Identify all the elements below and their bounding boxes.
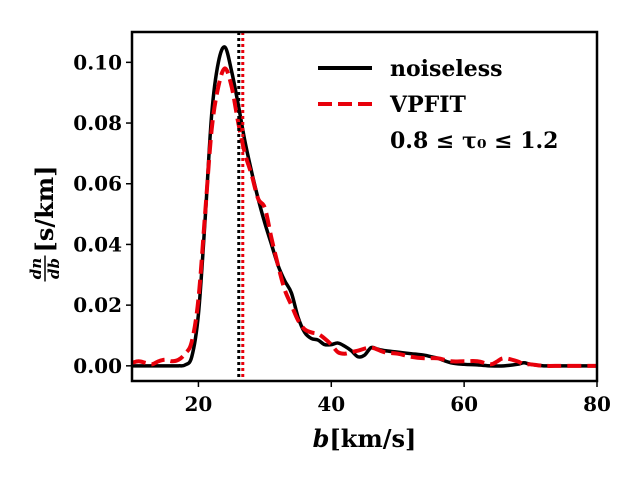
y-label-units: [s/km] bbox=[30, 165, 59, 252]
x-axis-label: b[km/s] bbox=[313, 424, 417, 453]
x-tick-label: 20 bbox=[185, 392, 213, 416]
y-label-denominator: db bbox=[45, 258, 63, 279]
x-tick-label: 60 bbox=[450, 392, 478, 416]
y-tick-label: 0.06 bbox=[73, 172, 122, 196]
y-tick-label: 0.00 bbox=[73, 354, 122, 378]
y-axis-label: dn db [s/km] bbox=[27, 165, 63, 282]
series-line-vpfit bbox=[132, 66, 597, 368]
y-tick-label: 0.02 bbox=[73, 293, 122, 317]
x-tick-label: 80 bbox=[583, 392, 611, 416]
y-tick-label: 0.08 bbox=[73, 111, 122, 135]
axes-frame bbox=[130, 30, 599, 383]
series-line-noiseless bbox=[132, 45, 597, 368]
x-tick-label: 40 bbox=[317, 392, 345, 416]
y-tick-label: 0.10 bbox=[73, 50, 122, 74]
y-label-numerator: dn bbox=[27, 258, 45, 279]
legend-label-vpfit: VPFIT bbox=[389, 92, 467, 118]
y-tick-label: 0.04 bbox=[73, 232, 122, 256]
legend-note: 0.8 ≤ τ₀ ≤ 1.2 bbox=[390, 128, 559, 154]
legend-label-noiseless: noiseless bbox=[390, 56, 503, 82]
legend: noiseless VPFIT 0.8 ≤ τ₀ ≤ 1.2 bbox=[318, 56, 559, 154]
